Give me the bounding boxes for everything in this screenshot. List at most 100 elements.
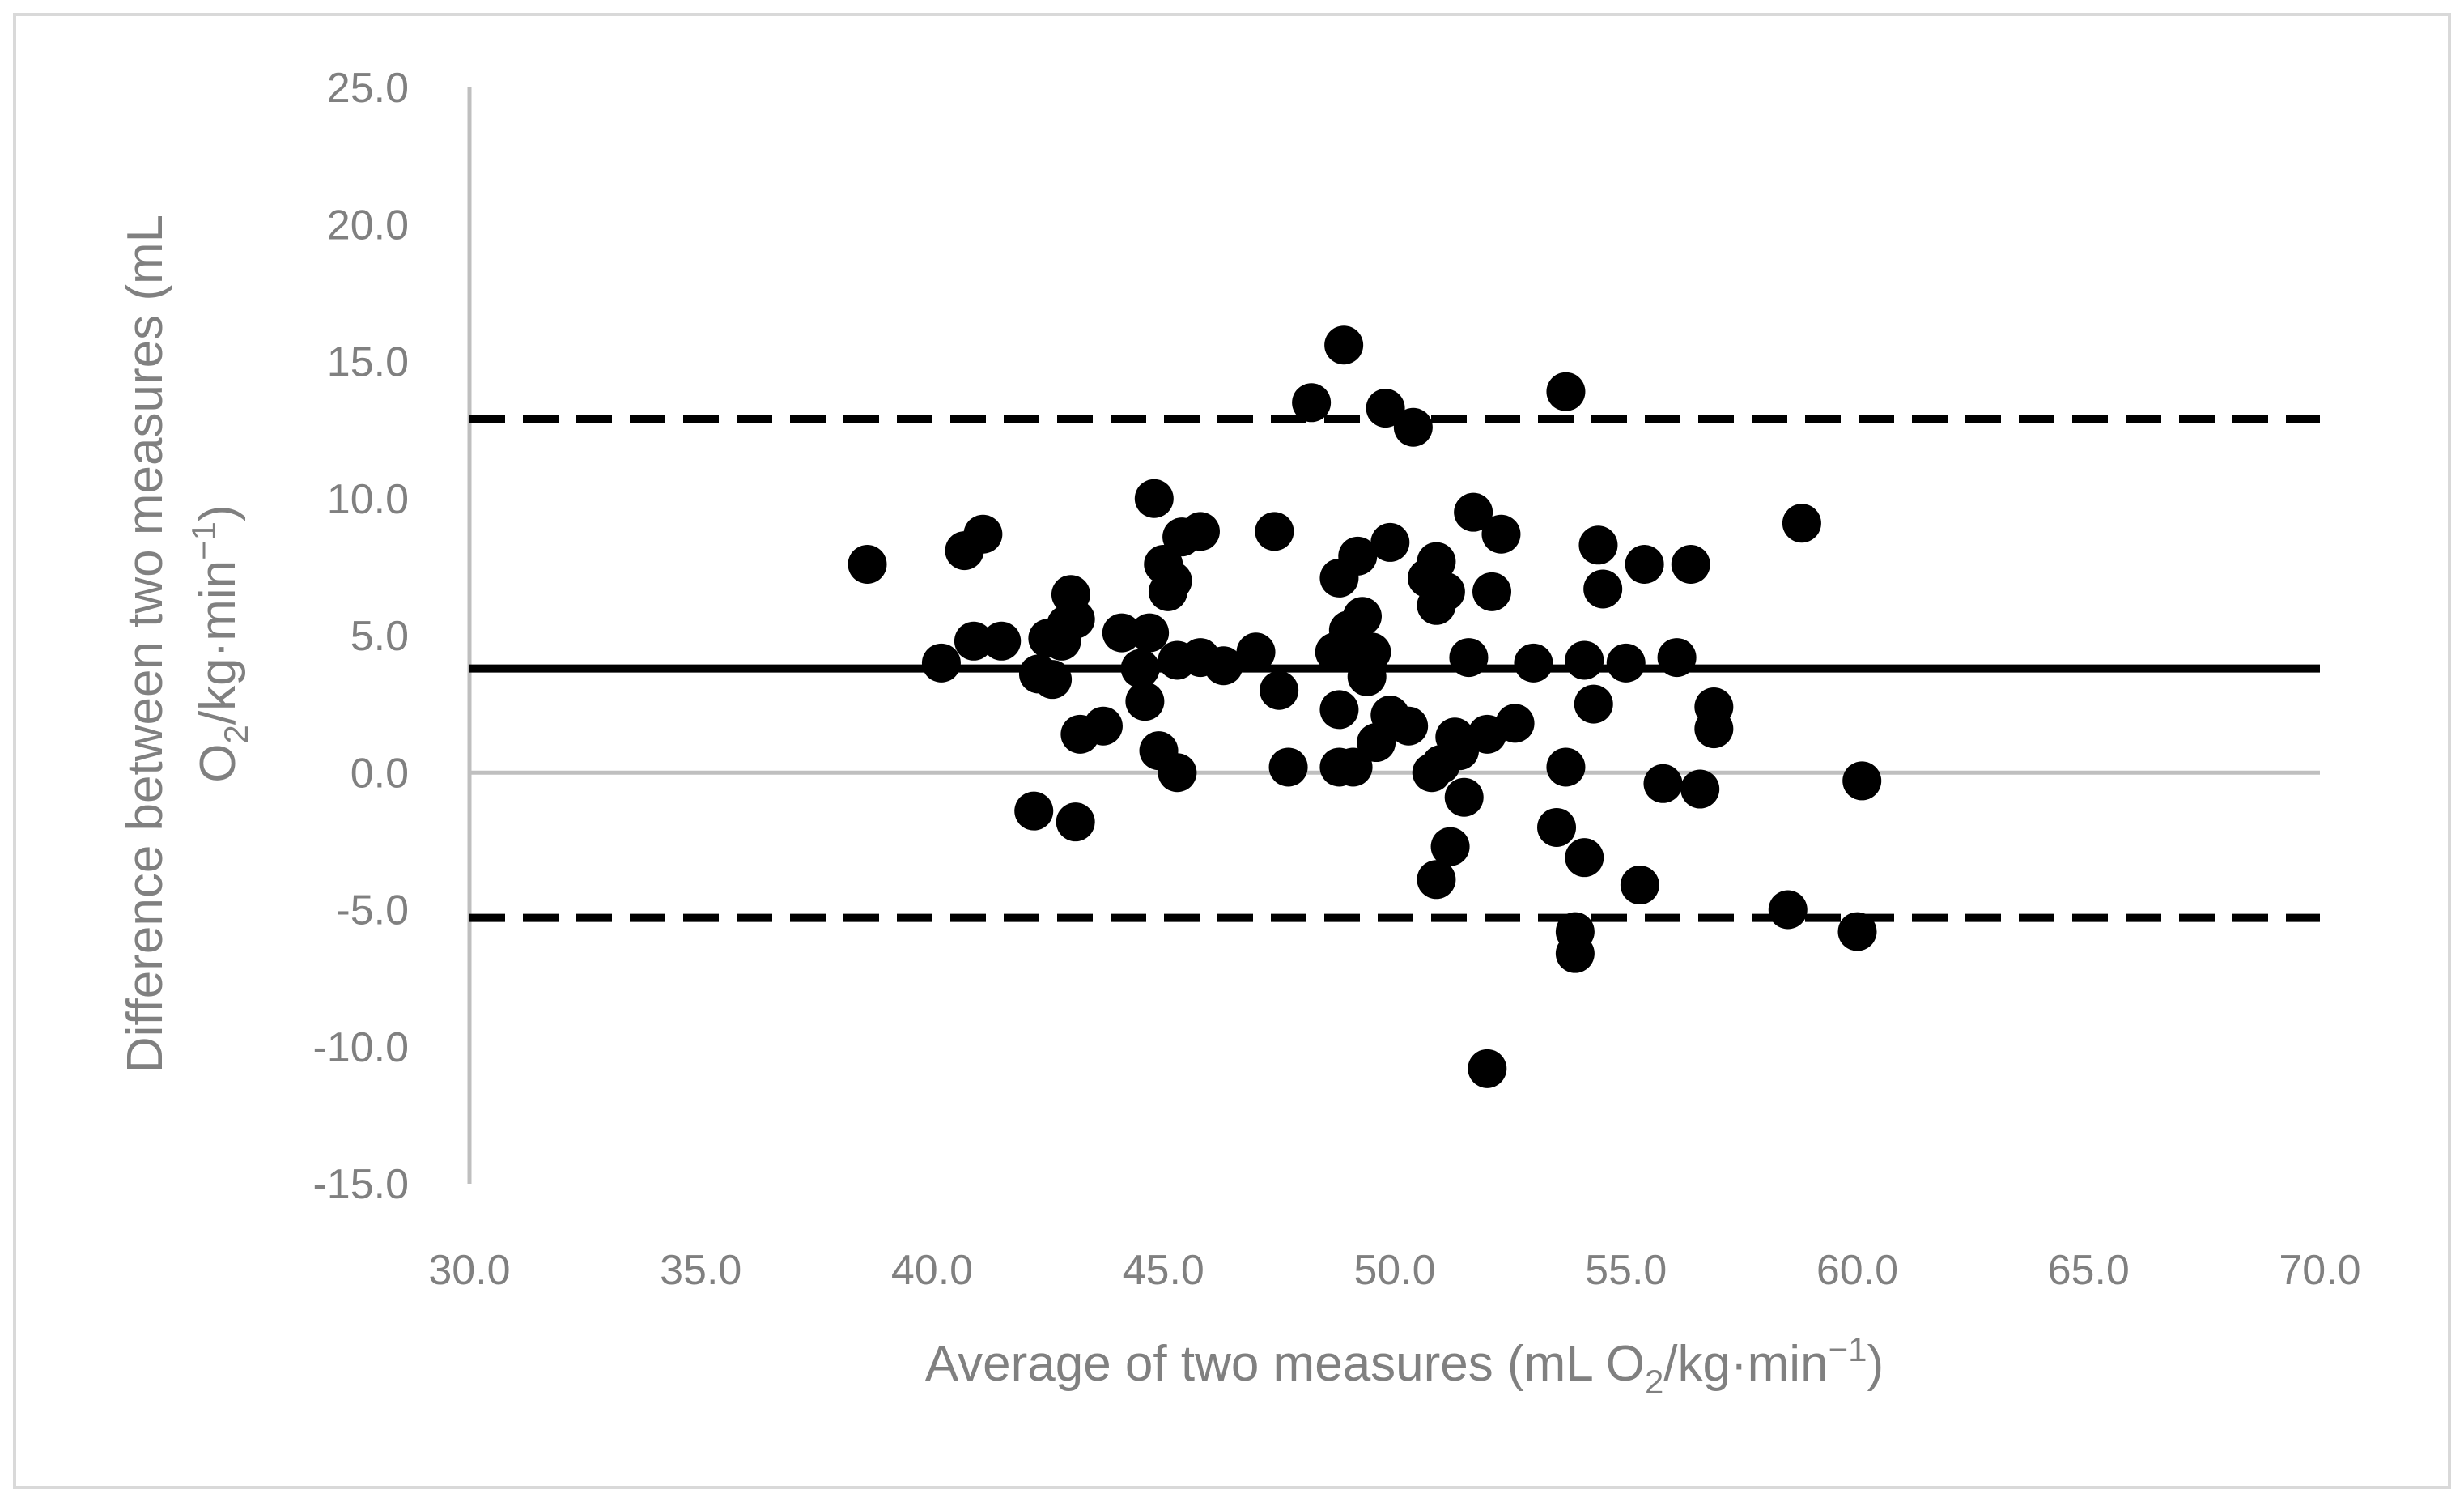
x-tick-label: 50.0: [1353, 1247, 1435, 1294]
data-point: [1444, 777, 1484, 817]
data-point: [848, 544, 887, 584]
data-point: [1837, 912, 1877, 951]
data-point: [1268, 747, 1308, 787]
data-point: [1606, 643, 1646, 683]
x-axis-title-mid: /kg·min: [1663, 1336, 1828, 1392]
y-axis-title-2-post: ): [190, 504, 246, 521]
data-point: [1417, 542, 1456, 581]
data-point: [1495, 704, 1535, 743]
data-point: [1454, 492, 1493, 532]
data-point: [1514, 643, 1553, 683]
y-tick-label: 20.0: [327, 202, 409, 249]
data-point: [1158, 753, 1197, 793]
y-axis-title-line-2: O2/kg·min−1): [185, 504, 255, 782]
x-axis-title: Average of two measures (mL O2/kg·min−1): [925, 1330, 1884, 1401]
data-point: [1842, 761, 1882, 801]
y-tick-label: 5.0: [350, 613, 409, 660]
data-point: [963, 514, 1003, 554]
data-point: [1366, 389, 1405, 428]
data-point: [1481, 514, 1521, 554]
data-point: [1134, 479, 1174, 518]
data-point: [1056, 599, 1095, 639]
data-point: [1468, 1049, 1507, 1088]
data-point: [1768, 890, 1808, 930]
data-point: [1472, 572, 1512, 611]
data-point: [954, 621, 993, 661]
y-tick-label: 0.0: [350, 750, 409, 797]
data-point: [1537, 807, 1577, 847]
y-tick-label: 10.0: [327, 476, 409, 523]
data-point: [1671, 544, 1710, 584]
data-point: [1033, 660, 1073, 700]
x-tick-label: 40.0: [891, 1247, 973, 1294]
data-point: [1417, 860, 1456, 900]
data-point: [1333, 747, 1373, 787]
data-points: [848, 325, 1882, 1088]
x-tick-label: 70.0: [2279, 1247, 2360, 1294]
data-point: [1324, 325, 1364, 365]
data-point: [1180, 512, 1220, 551]
y-axis-title-2-mid: /kg·min: [190, 560, 246, 725]
data-point: [1236, 632, 1276, 672]
data-point: [1578, 525, 1618, 565]
y-tick-labels: 25.0 20.0 15.0 10.0 5.0 0.0 -5.0 -10.0 -15.0: [312, 65, 409, 1208]
data-point: [1352, 632, 1391, 672]
data-point: [1342, 597, 1382, 636]
y-tick-label: -5.0: [336, 887, 409, 934]
data-point: [1319, 690, 1359, 730]
y-axis-title-line-1: Difference between two measures (mL: [117, 215, 173, 1073]
data-point: [1255, 512, 1294, 551]
data-point: [1555, 934, 1595, 973]
x-axis-title-pre: Average of two measures (mL O: [925, 1336, 1645, 1392]
x-axis-title-sup: −1: [1829, 1330, 1867, 1368]
data-point: [1389, 706, 1429, 746]
y-axis-title-group: Difference between two measures (mL O2/k…: [117, 215, 255, 1073]
data-point: [1643, 764, 1683, 803]
x-tick-label: 65.0: [2048, 1247, 2130, 1294]
data-point: [1546, 372, 1586, 411]
data-point: [1574, 684, 1613, 724]
y-axis-title-2-sub: 2: [217, 725, 255, 743]
data-point: [1130, 613, 1170, 653]
x-tick-label: 60.0: [1816, 1247, 1898, 1294]
y-axis-title-2-sup: −1: [185, 521, 223, 560]
x-tick-label: 35.0: [660, 1247, 741, 1294]
data-point: [1565, 838, 1604, 878]
x-axis-title-post: ): [1867, 1336, 1884, 1392]
data-point: [1657, 638, 1697, 678]
y-axis-title-2-pre: O: [190, 743, 246, 782]
x-tick-label: 45.0: [1123, 1247, 1204, 1294]
data-point: [1620, 866, 1659, 905]
chart-border: [13, 13, 2451, 1489]
data-point: [982, 621, 1022, 661]
data-point: [1782, 504, 1821, 543]
x-tick-labels: 30.0 35.0 40.0 45.0 50.0 55.0 60.0 65.0 70.0: [428, 1247, 2360, 1294]
data-point: [1583, 569, 1623, 609]
data-point: [1292, 383, 1332, 423]
data-point: [1449, 638, 1489, 678]
data-point: [1125, 682, 1165, 721]
data-point: [1694, 709, 1734, 749]
data-point: [1625, 544, 1664, 584]
y-tick-label: -15.0: [312, 1161, 409, 1208]
data-point: [1260, 670, 1299, 710]
data-point: [1546, 747, 1586, 787]
data-point: [1370, 522, 1410, 562]
data-point: [1425, 572, 1465, 611]
data-point: [1565, 640, 1604, 680]
data-point: [1102, 613, 1141, 653]
x-tick-label: 55.0: [1585, 1247, 1667, 1294]
data-point: [1430, 827, 1470, 866]
y-tick-label: 25.0: [327, 65, 409, 112]
data-point: [921, 643, 961, 683]
y-tick-label: -10.0: [312, 1024, 409, 1071]
data-point: [1056, 802, 1095, 842]
data-point: [1204, 646, 1243, 686]
x-axis-title-sub: 2: [1645, 1363, 1663, 1401]
data-point: [1680, 769, 1720, 809]
data-point: [1393, 407, 1433, 447]
y-tick-label: 15.0: [327, 339, 409, 386]
data-point: [1014, 791, 1054, 831]
